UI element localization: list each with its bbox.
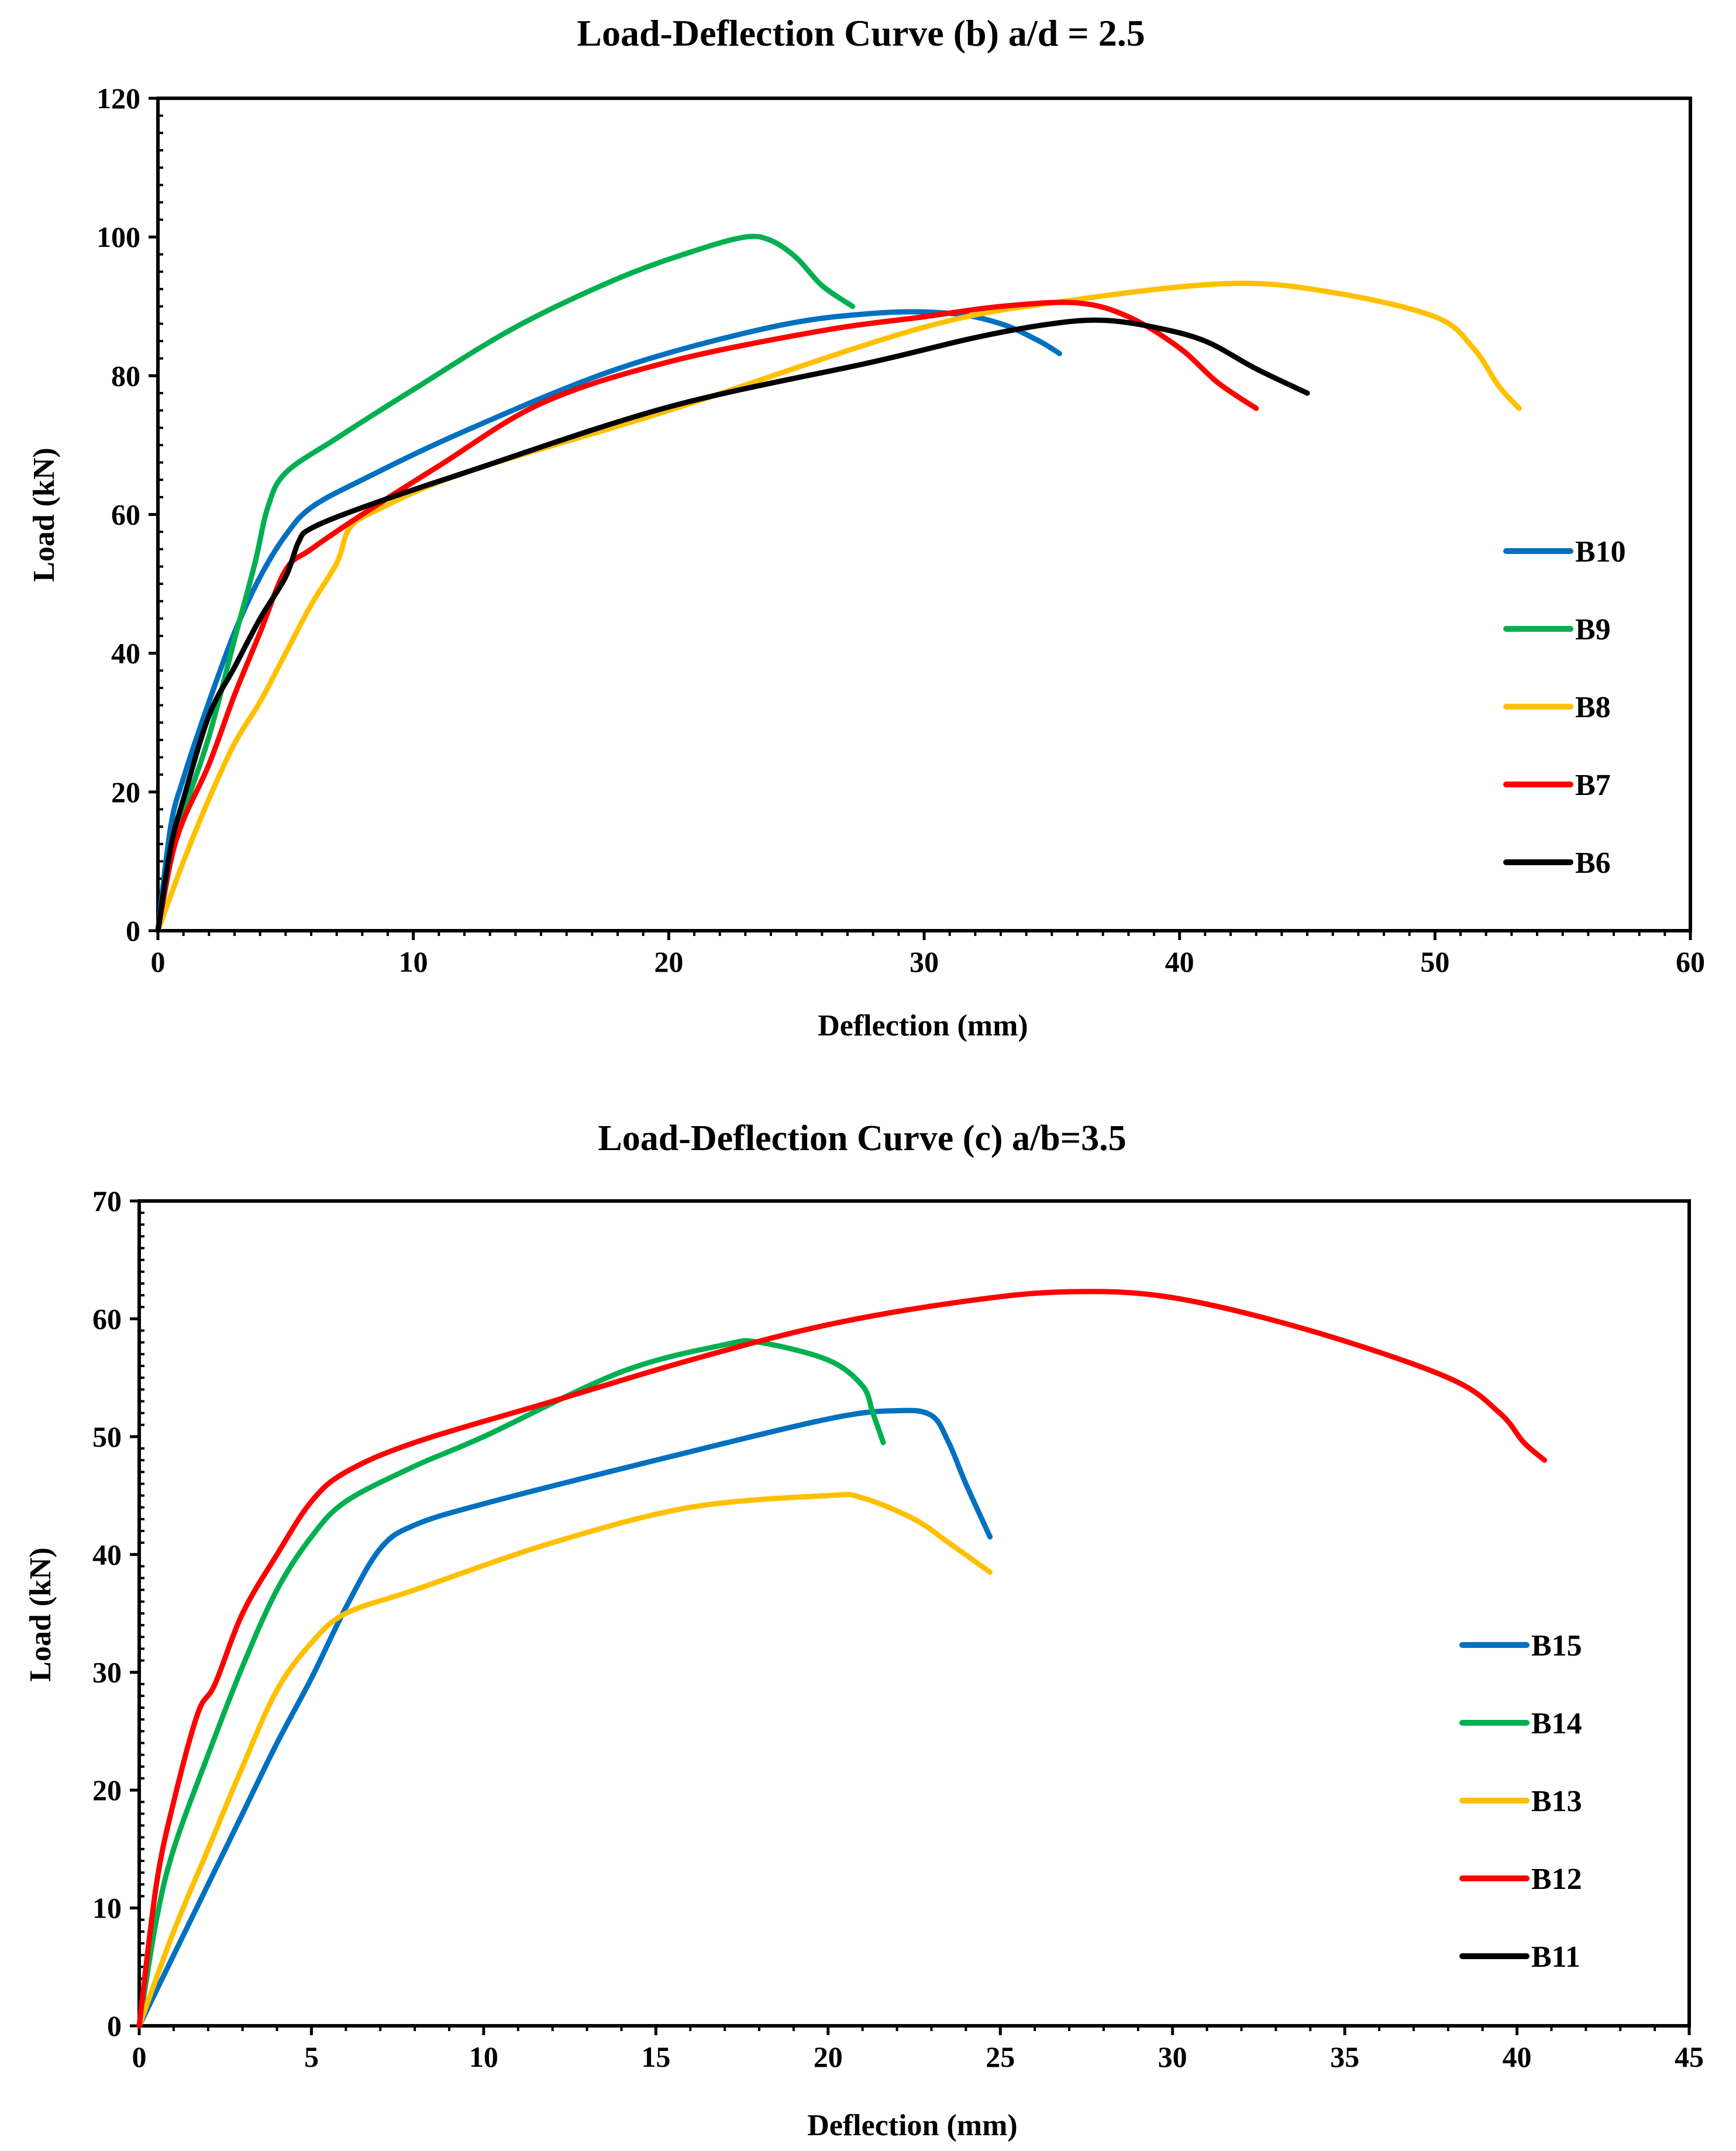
chart-c-y-tick-label: 40 (92, 1538, 122, 1571)
chart-c-y-tick-label: 60 (92, 1302, 122, 1335)
legend-label-b13: B13 (1531, 1785, 1582, 1818)
chart-b-y-tick-label: 120 (97, 82, 140, 115)
chart-b-x-tick-label: 30 (910, 945, 939, 978)
chart-b-x-tick-label: 0 (151, 945, 166, 978)
chart-c-x-tick-label: 20 (814, 2040, 843, 2073)
chart-c-x-tick-label: 45 (1675, 2040, 1704, 2073)
chart-b-plot-area (156, 97, 1692, 932)
chart-c-x-axis-label: Deflection (mm) (807, 2109, 1018, 2142)
chart-b-x-tick-label: 50 (1420, 945, 1449, 978)
chart-c-x-tick-label: 25 (986, 2040, 1015, 2073)
chart-c-y-tick-label: 20 (92, 1774, 122, 1806)
chart-b-y-tick-label: 20 (111, 776, 140, 808)
chart-b-y-tick-label: 80 (111, 359, 140, 392)
chart-c-legend: B15 B14 B13 B12 B11 (1459, 1629, 1582, 1974)
chart-c-y-axis-label: Load (kN) (24, 1547, 57, 1682)
chart-b-x-tick-label: 20 (654, 945, 683, 978)
chart-c-y-tick-label: 30 (92, 1656, 122, 1689)
legend-label-b9: B9 (1575, 613, 1611, 646)
chart-c-x-tick-label: 30 (1158, 2040, 1187, 2073)
chart-b-x-tick-label: 40 (1165, 945, 1194, 978)
series-line-b12 (136, 1289, 1548, 2029)
chart-c-x-tick-label: 15 (641, 2040, 670, 2073)
chart-b-legend: B10 B9 B8 B7 B6 (1503, 535, 1626, 880)
legend-label-b8: B8 (1575, 691, 1611, 724)
series-line-b6 (155, 317, 1310, 934)
chart-c-x-tick-label: 10 (469, 2040, 498, 2073)
legend-label-b7: B7 (1575, 769, 1611, 802)
chart-b: Load-Deflection Curve (b) a/d = 2.5 0 10 2… (27, 12, 1705, 1042)
chart-c-x-tick-label: 0 (132, 2040, 147, 2073)
series-line-b14 (136, 1338, 886, 2029)
chart-b-y-tick-label: 40 (111, 637, 140, 670)
chart-b-title: Load-Deflection Curve (b) a/d = 2.5 (577, 12, 1145, 54)
series-line-b10 (155, 309, 1062, 934)
chart-c-plot-area (137, 1199, 1691, 2028)
chart-c-x-tick-label: 40 (1503, 2040, 1532, 2073)
chart-c-x-tick-label: 35 (1330, 2040, 1359, 2073)
series-line-b13 (136, 1492, 993, 2029)
legend-label-b11: B11 (1531, 1940, 1580, 1974)
chart-b-x-tick-label: 60 (1676, 945, 1705, 978)
chart-c-y-tick-label: 10 (92, 1892, 122, 1925)
chart-b-y-axis-label: Load (kN) (27, 448, 61, 582)
chart-c-x-tick-label: 5 (304, 2040, 319, 2073)
legend-label-b15: B15 (1531, 1629, 1582, 1663)
chart-b-y-tick-label: 100 (97, 221, 140, 253)
chart-b-y-tick-label: 0 (126, 914, 140, 947)
series-line-b9 (155, 233, 856, 934)
series-line-b7 (155, 300, 1259, 934)
legend-label-b10: B10 (1575, 535, 1626, 569)
chart-c-title: Load-Deflection Curve (c) a/b=3.5 (598, 1118, 1126, 1158)
chart-c-y-tick-label: 50 (92, 1420, 122, 1453)
legend-label-b6: B6 (1575, 846, 1611, 880)
series-line-b8 (155, 280, 1522, 934)
chart-c-y-tick-label: 0 (107, 2009, 122, 2042)
chart-b-x-tick-label: 10 (399, 945, 428, 978)
legend-label-b12: B12 (1531, 1863, 1582, 1896)
legend-label-b14: B14 (1531, 1707, 1582, 1740)
chart-b-x-axis-label: Deflection (mm) (818, 1009, 1028, 1042)
chart-c-y-tick-label: 70 (92, 1185, 122, 1217)
series-line-b15 (136, 1407, 993, 2029)
chart-b-y-tick-label: 60 (111, 498, 140, 531)
chart-c: Load-Deflection Curve (c) a/b=3.5 0 5 10 15… (24, 1118, 1704, 2142)
